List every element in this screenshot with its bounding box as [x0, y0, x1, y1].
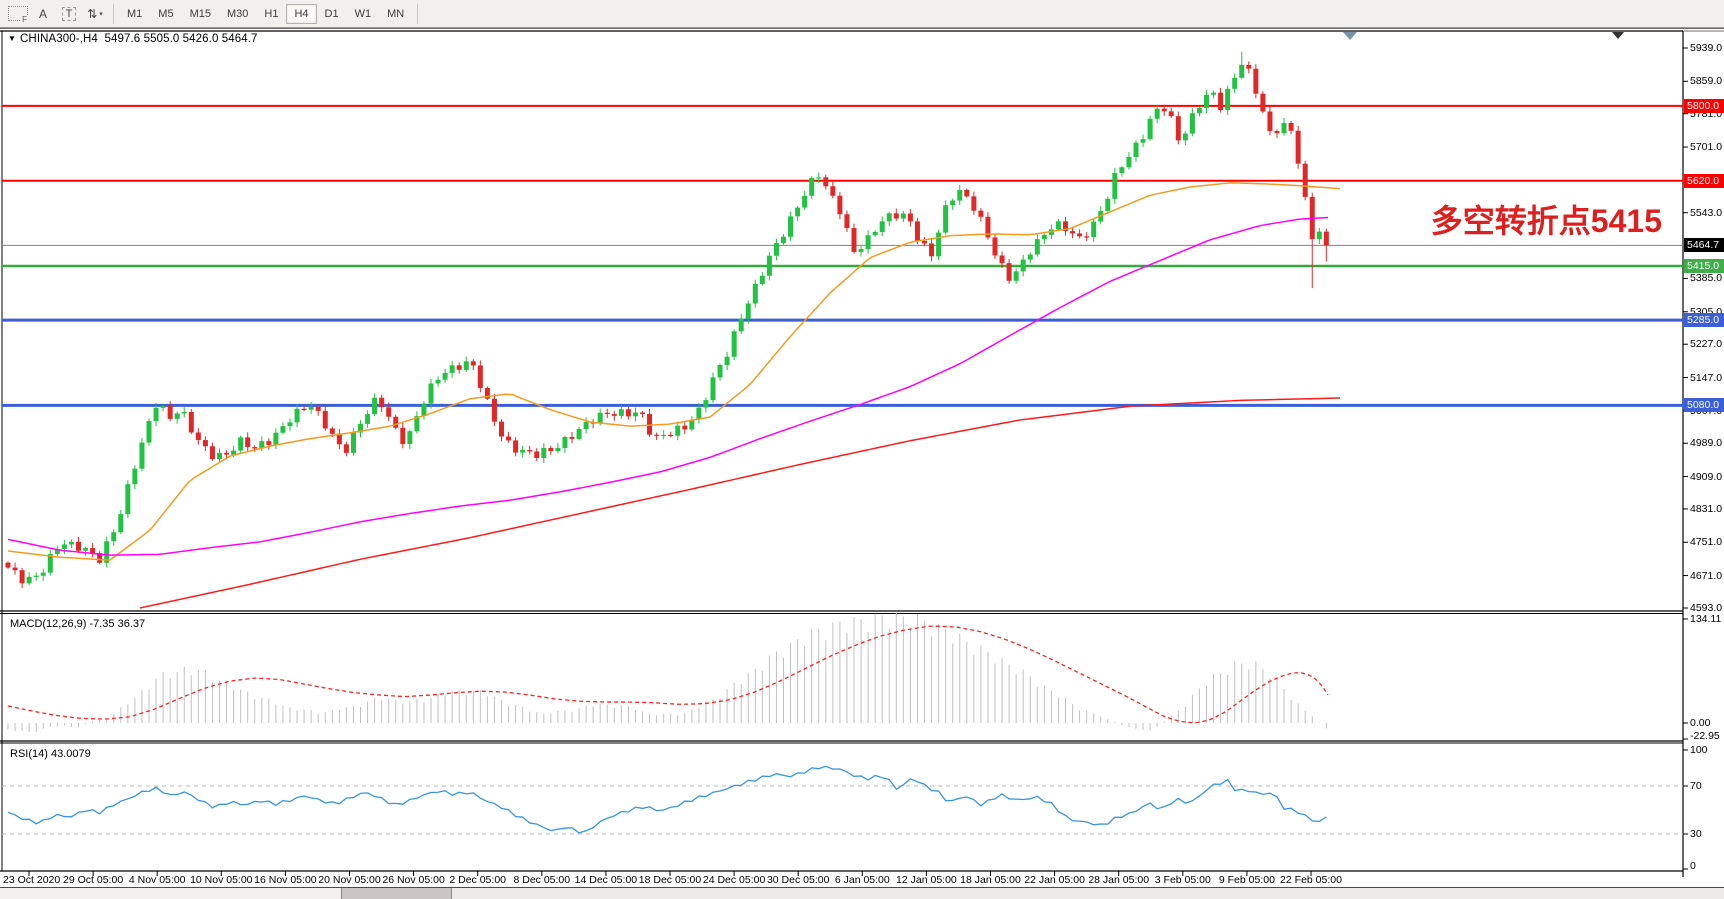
- axis-tick-label: 5939.0: [1690, 42, 1723, 54]
- axis-tick-label: 4593.0: [1690, 601, 1723, 614]
- price-line-label: 5080.0: [1684, 398, 1724, 413]
- date-tick-label: 2 Dec 05:00: [449, 874, 506, 886]
- date-tick-label: 16 Nov 05:00: [254, 874, 317, 886]
- axis-tick-label: 0.00: [1690, 717, 1711, 729]
- text-box-icon[interactable]: T: [58, 4, 80, 24]
- date-tick-label: 22 Feb 05:00: [1280, 874, 1342, 886]
- axis-tick-label: -22.95: [1690, 730, 1720, 742]
- date-tick-label: 23 Oct 2020: [3, 874, 61, 886]
- chart-tab-filler: [452, 888, 1724, 899]
- price-line-label: 5620.0: [1684, 173, 1724, 188]
- toolbar-separator: [417, 3, 419, 24]
- timeframe-button-M5[interactable]: M5: [158, 7, 174, 20]
- date-tick-label: 9 Feb 05:00: [1218, 874, 1275, 886]
- cycle-arrows-icon[interactable]: ⇅ ▾: [87, 6, 103, 21]
- price-line-label: 5464.7: [1684, 238, 1724, 253]
- axis-tick-label: 5859.0: [1690, 75, 1723, 88]
- chart-tab[interactable]: [0, 888, 342, 899]
- axis-tick-label: 4909.0: [1690, 470, 1723, 483]
- chart-tab[interactable]: [342, 888, 452, 899]
- symbol-and-period: CHINA300-,H4: [20, 33, 98, 45]
- axis-tick-label: 5385.0: [1690, 272, 1723, 285]
- chart-grid-template-icon[interactable]: F: [2, 4, 28, 24]
- price-line-label: 5415.0: [1684, 259, 1724, 273]
- chart-tabs-strip: [0, 887, 1724, 899]
- axis-tick-label: 0: [1690, 860, 1696, 872]
- timeframe-button-M30[interactable]: M30: [226, 7, 249, 20]
- timeframe-button-MN[interactable]: MN: [387, 7, 405, 20]
- axis-tick-label: 100: [1690, 744, 1708, 756]
- timeframe-buttons: M1 M5 M15 M30 H1 H4 D1 W1 MN: [119, 3, 412, 24]
- chart-header: ▼ CHINA300-,H4 5497.6 5505.0 5426.0 5464.…: [8, 33, 258, 45]
- date-tick-label: 10 Nov 05:00: [190, 874, 253, 886]
- price-line-label: 5800.0: [1684, 98, 1724, 113]
- timeframe-button-M1[interactable]: M1: [127, 7, 143, 20]
- rsi-label: RSI(14) 43.0079: [10, 748, 91, 760]
- date-tick-label: 20 Nov 05:00: [318, 874, 381, 886]
- axis-tick-label: 5543.0: [1690, 206, 1723, 219]
- date-tick-label: 12 Jan 05:00: [896, 874, 957, 886]
- date-tick-label: 30 Dec 05:00: [766, 874, 830, 886]
- date-tick-label: 14 Dec 05:00: [574, 874, 638, 886]
- date-tick-label: 4 Nov 05:00: [128, 874, 186, 886]
- toolbar-separator: [113, 3, 114, 24]
- date-tick-label: 28 Jan 05:00: [1088, 874, 1150, 886]
- axis-tick-label: 5701.0: [1690, 141, 1723, 154]
- date-tick-label: 24 Dec 05:00: [702, 874, 766, 886]
- date-tick-label: 8 Dec 05:00: [513, 874, 571, 886]
- date-tick-label: 29 Oct 05:00: [63, 874, 124, 886]
- timeframe-button-M15[interactable]: M15: [189, 7, 211, 20]
- timeframe-button-W1[interactable]: W1: [354, 7, 372, 20]
- axis-tick-label: 134.11: [1690, 612, 1722, 625]
- timeframe-button-D1[interactable]: D1: [324, 7, 339, 20]
- macd-label: MACD(12,26,9) -7.35 36.37: [10, 618, 146, 630]
- date-tick-label: 26 Nov 05:00: [382, 874, 445, 886]
- axis-tick-label: 70: [1690, 780, 1702, 792]
- date-tick-label: 3 Feb 05:00: [1154, 874, 1211, 886]
- chevron-down-icon[interactable]: ▾: [99, 10, 103, 18]
- date-tick-label: 18 Jan 05:00: [960, 874, 1021, 886]
- text-label-icon[interactable]: A: [38, 6, 47, 21]
- axis-tick-label: 4671.0: [1690, 569, 1723, 582]
- dropdown-triangle-icon[interactable]: ▼: [8, 34, 17, 43]
- axis-tick-label: 4989.0: [1690, 437, 1723, 450]
- timeframe-button-H4[interactable]: H4: [286, 3, 317, 24]
- axis-tick-label: 4751.0: [1690, 536, 1723, 549]
- axis-tick-label: 5227.0: [1690, 338, 1723, 351]
- timeframe-button-H1[interactable]: H1: [264, 7, 279, 20]
- price-line-label: 5285.0: [1684, 313, 1724, 328]
- ohlc-values: 5497.6 5505.0 5426.0 5464.7: [104, 33, 258, 45]
- date-tick-label: 18 Dec 05:00: [638, 874, 702, 886]
- axis-tick-label: 5147.0: [1690, 371, 1723, 384]
- date-tick-label: 6 Jan 05:00: [834, 874, 890, 886]
- chart-annotation[interactable]: 多空转折点5415: [1430, 203, 1662, 239]
- axis-tick-label: 4831.0: [1690, 502, 1723, 515]
- toolbar: F A T ⇅ ▾ M1 M5 M15 M30 H1 H4 D1 W1 MN: [0, 0, 1724, 28]
- axis-tick-label: 30: [1690, 828, 1702, 840]
- date-tick-label: 22 Jan 05:00: [1024, 874, 1085, 886]
